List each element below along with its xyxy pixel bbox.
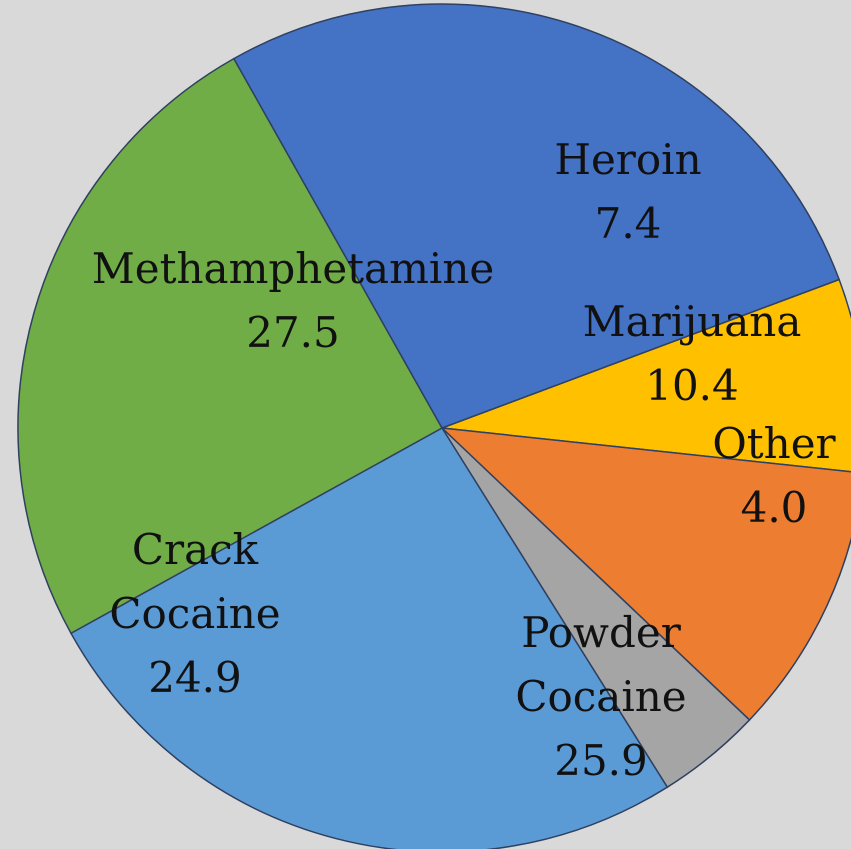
- slice-label-powder-cocaine-line-2: Cocaine: [515, 672, 686, 721]
- slice-label-methamphetamine-line-1: Methamphetamine: [92, 244, 495, 293]
- slice-value-methamphetamine: 27.5: [246, 308, 340, 357]
- slice-label-powder-cocaine-line-1: Powder: [521, 608, 682, 657]
- slice-value-heroin: 7.4: [595, 199, 662, 248]
- slice-label-group-powder-cocaine: Powder Cocaine 25.9: [515, 608, 686, 785]
- slice-label-group-methamphetamine: Methamphetamine 27.5: [92, 244, 495, 357]
- pie-slice-heroin: [441, 278, 851, 473]
- pie-slice-methamphetamine: [232, 3, 841, 429]
- slice-label-crack-cocaine-line-1: Crack: [132, 525, 259, 574]
- pie-slice-crack-cocaine: [17, 57, 444, 635]
- slice-label-marijuana-line-1: Marijuana: [583, 297, 802, 346]
- slice-value-crack-cocaine: 24.9: [148, 653, 242, 702]
- slice-label-heroin-line-1: Heroin: [554, 135, 701, 184]
- slice-label-group-marijuana: Marijuana 10.4: [583, 297, 802, 410]
- pie-slice-marijuana: [439, 427, 851, 722]
- slice-value-other: 4.0: [741, 483, 808, 532]
- slice-label-group-other: Other 4.0: [712, 419, 836, 532]
- pie-slice-powder-cocaine: [69, 427, 669, 849]
- slice-label-other-line-1: Other: [712, 419, 836, 468]
- slice-label-crack-cocaine-line-2: Cocaine: [109, 589, 280, 638]
- slices-layer: [17, 3, 851, 849]
- slice-value-powder-cocaine: 25.9: [554, 736, 648, 785]
- labels-layer: Heroin 7.4 Marijuana 10.4 Other 4.0 Powder Coca…: [92, 135, 837, 785]
- slice-label-group-heroin: Heroin 7.4: [554, 135, 701, 248]
- slice-label-group-crack-cocaine: Crack Cocaine 24.9: [109, 525, 280, 702]
- slice-value-marijuana: 10.4: [645, 361, 739, 410]
